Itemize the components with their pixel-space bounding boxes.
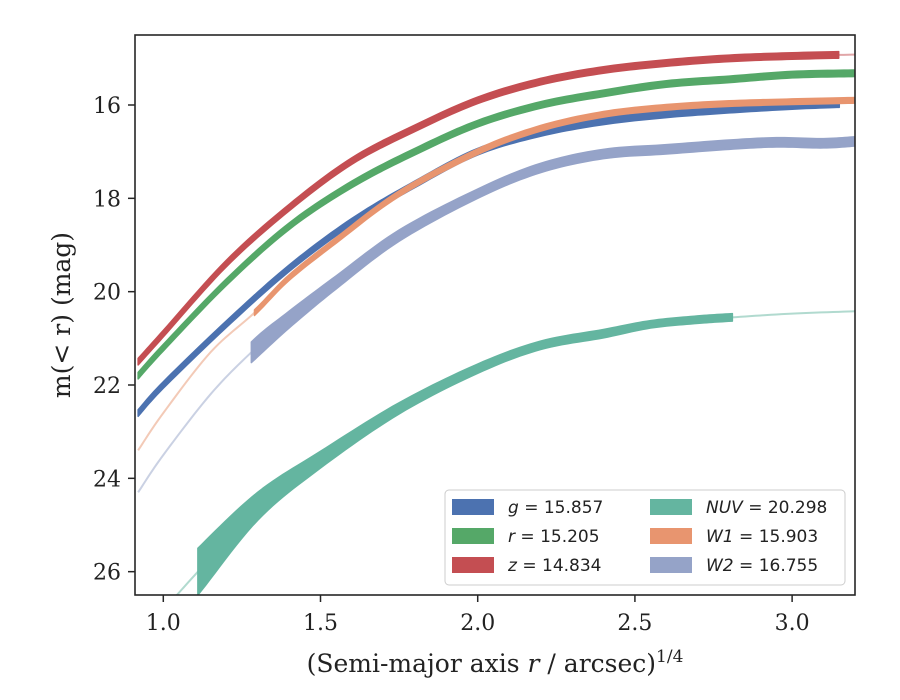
legend-label-variable: NUV <box>706 498 744 518</box>
legend-label-variable: r <box>508 527 516 547</box>
y-axis-ticks: 16 18 20 22 24 26 <box>93 94 135 586</box>
x-tick-label: 2.5 <box>617 611 652 636</box>
y-tick-label: 16 <box>93 94 121 119</box>
legend-swatch <box>452 557 494 573</box>
series-nuv-band <box>197 312 734 595</box>
legend-label: W2 = 16.755 <box>706 556 818 576</box>
series-layer <box>137 50 855 595</box>
legend-item-nuv: NUV = 20.298 <box>650 498 827 518</box>
legend-label-value: 16.755 <box>759 556 818 576</box>
series-w2 <box>137 135 855 493</box>
y-axis-label: m(< r) (mag) <box>47 232 76 398</box>
x-axis-label-part: / arcsec) <box>539 649 656 678</box>
x-axis-label: (Semi-major axis r / arcsec)1/4 <box>307 647 684 678</box>
legend-label-variable: W1 <box>706 527 734 547</box>
series-z-band <box>137 50 840 366</box>
legend-label-equals: = <box>734 556 759 576</box>
legend-label-equals: = <box>519 498 544 518</box>
legend-label-value: 15.205 <box>540 527 599 547</box>
series-nuv <box>175 310 855 595</box>
legend: g = 15.857 r = 15.205 z = 14.834 NUV = 20.2… <box>444 489 846 586</box>
y-tick-label: 26 <box>93 561 121 586</box>
legend-swatch <box>650 528 692 544</box>
legend-label: r = 15.205 <box>508 527 600 547</box>
legend-item-g: g = 15.857 <box>452 498 603 518</box>
x-axis-ticks: 1.0 1.5 2.0 2.5 3.0 <box>146 595 810 636</box>
legend-label-equals: = <box>734 527 759 547</box>
legend-box <box>444 489 846 586</box>
legend-label: NUV = 20.298 <box>706 498 827 518</box>
legend-item-r: r = 15.205 <box>452 527 600 547</box>
series-r-band <box>137 69 855 380</box>
legend-label-variable: g <box>508 498 519 518</box>
series-r <box>137 69 855 380</box>
legend-label: g = 15.857 <box>508 498 603 518</box>
legend-swatch <box>452 499 494 515</box>
legend-label-variable: W2 <box>706 556 734 576</box>
legend-label-equals: = <box>515 527 540 547</box>
x-tick-label: 2.0 <box>460 611 495 636</box>
legend-item-w1: W1 = 15.903 <box>650 527 818 547</box>
plot-frame <box>134 34 856 596</box>
legend-label-equals: = <box>517 556 542 576</box>
series-w1 <box>137 96 855 451</box>
legend-label-variable: z <box>507 556 518 576</box>
legend-label: z = 14.834 <box>507 556 601 576</box>
legend-label-equals: = <box>743 498 768 518</box>
legend-swatch <box>650 557 692 573</box>
x-tick-label: 1.0 <box>146 611 181 636</box>
series-w2-band <box>250 135 855 364</box>
x-axis-label-text: (Semi-major axis r / arcsec) <box>307 649 656 678</box>
y-tick-label: 18 <box>93 187 121 212</box>
y-tick-label: 20 <box>93 281 121 306</box>
series-z <box>137 50 855 366</box>
legend-swatch <box>452 528 494 544</box>
x-axis-label-part: r <box>528 649 542 678</box>
x-axis-label-exponent: 1/4 <box>656 647 683 667</box>
legend-label-value: 20.298 <box>768 498 827 518</box>
legend-label: W1 = 15.903 <box>706 527 818 547</box>
y-tick-label: 22 <box>93 374 121 399</box>
legend-swatch <box>650 499 692 515</box>
x-tick-label: 3.0 <box>775 611 810 636</box>
x-axis-label-part: (Semi-major axis <box>307 649 528 678</box>
series-w1-band <box>253 96 855 317</box>
legend-label-value: 14.834 <box>542 556 601 576</box>
y-tick-label: 24 <box>93 467 121 492</box>
legend-item-w2: W2 = 16.755 <box>650 556 818 576</box>
legend-item-z: z = 14.834 <box>452 556 601 576</box>
x-tick-label: 1.5 <box>303 611 338 636</box>
legend-label-value: 15.903 <box>759 527 818 547</box>
legend-label-value: 15.857 <box>544 498 603 518</box>
